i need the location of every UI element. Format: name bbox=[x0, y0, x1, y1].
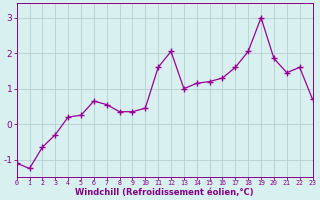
X-axis label: Windchill (Refroidissement éolien,°C): Windchill (Refroidissement éolien,°C) bbox=[75, 188, 254, 197]
